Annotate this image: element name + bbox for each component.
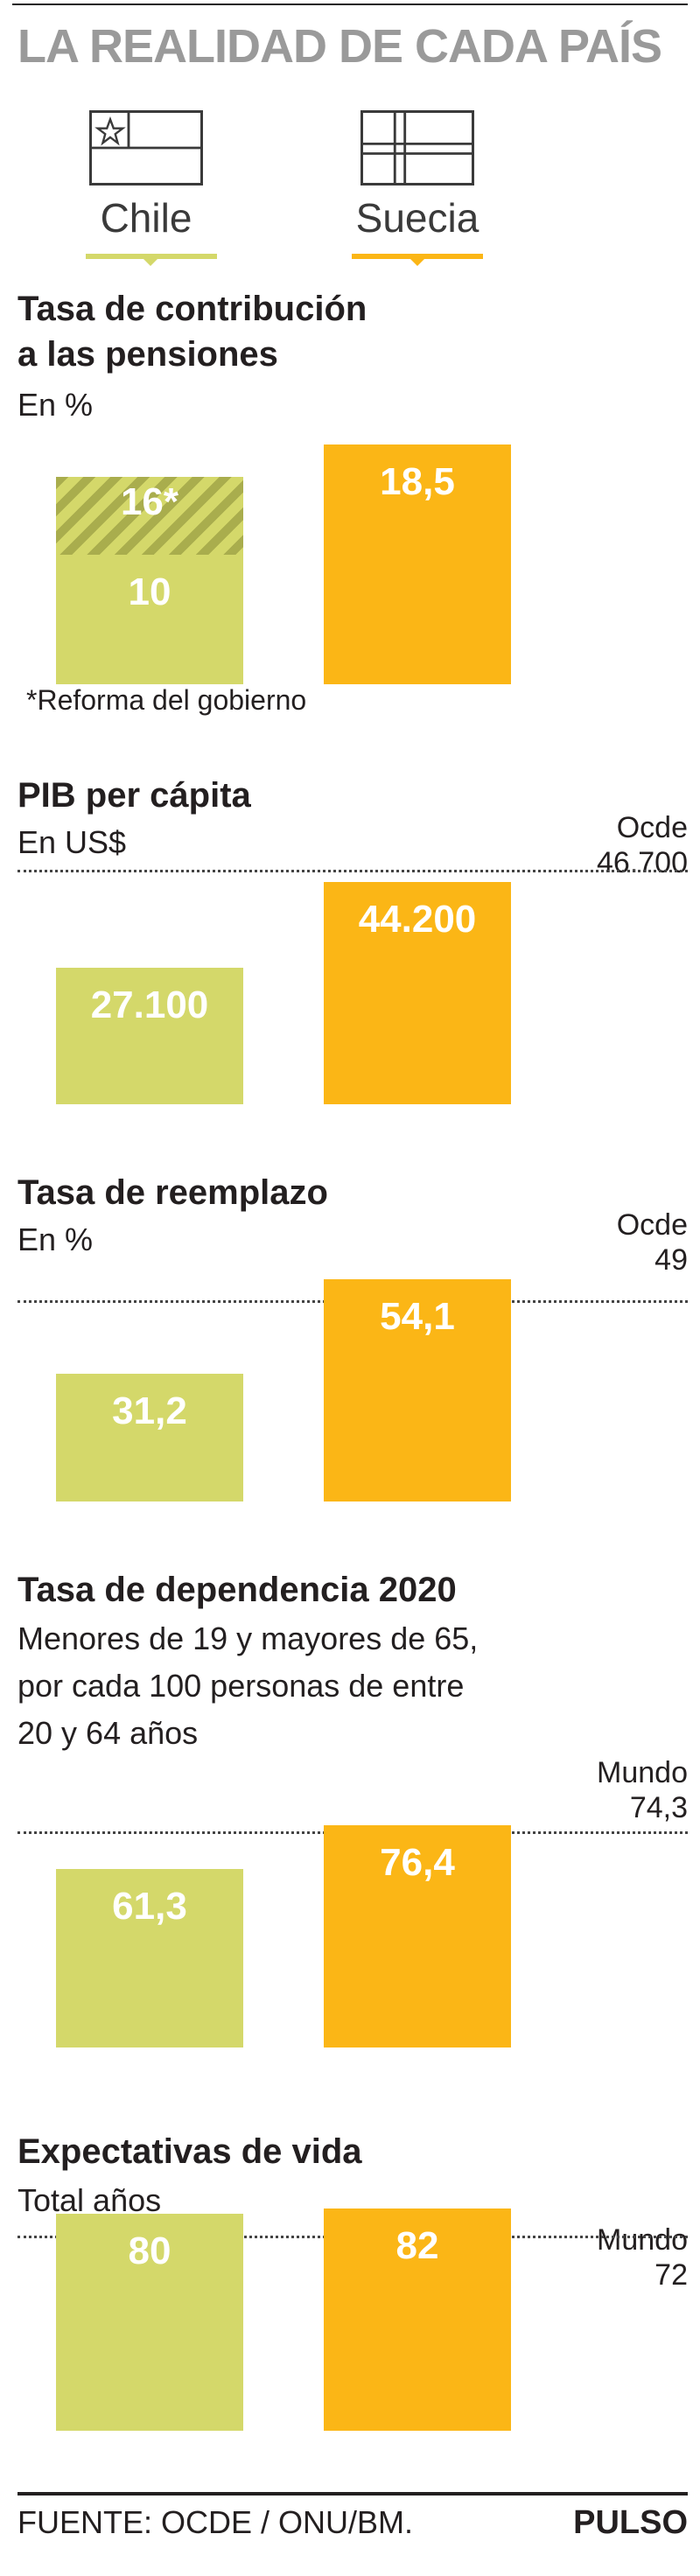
chart1-title-line2: a las pensiones — [18, 335, 278, 374]
chart1-bar-chile: 10 — [56, 554, 243, 684]
chart2-reference-line — [18, 869, 688, 872]
chile-flag-icon — [89, 110, 203, 186]
chart4-title: Tasa de dependencia 2020 — [18, 1571, 457, 1609]
bottom-rule — [18, 2492, 688, 2496]
page-title: LA REALIDAD DE CADA PAÍS — [18, 20, 662, 73]
country-label-suecia: Suecia — [355, 195, 480, 241]
chart4-reference-value: 74,3 — [629, 1791, 688, 1824]
chart4-subtitle-line1: Menores de 19 y mayores de 65, — [18, 1620, 479, 1656]
chart2-value-label-suecia: 44.200 — [358, 898, 477, 941]
chart3-title: Tasa de reemplazo — [18, 1173, 328, 1212]
country-label-chile: Chile — [100, 195, 192, 241]
chart3-reference-name: Ocde — [616, 1208, 688, 1242]
chart2-subtitle: En US$ — [18, 824, 127, 860]
source-note: FUENTE: OCDE / ONU/BM. — [18, 2504, 414, 2540]
brand-logo: PULSO — [573, 2504, 688, 2541]
chart1-bar-reform-segment: 16* — [56, 477, 243, 555]
chart1-value-label-chile: 10 — [128, 570, 172, 613]
chart2-title: PIB per cápita — [18, 776, 251, 815]
chart1-footnote: *Reforma del gobierno — [26, 684, 307, 716]
chart1-subtitle: En % — [18, 387, 94, 423]
chart3-bar-suecia: 54,1 — [324, 1279, 511, 1502]
chart2-reference-name: Ocde — [616, 811, 688, 844]
chart3-reference-value: 49 — [654, 1243, 688, 1277]
chart3-bar-chile: 31,2 — [56, 1373, 243, 1502]
chart3-value-label-suecia: 54,1 — [380, 1295, 455, 1338]
chart5-bar-chile: 80 — [56, 2214, 243, 2431]
chart5-reference-value: 72 — [654, 2258, 688, 2292]
sweden-flag-icon — [360, 110, 474, 186]
chart2-bar-suecia: 44.200 — [324, 882, 511, 1104]
chart5-value-label-chile: 80 — [128, 2230, 172, 2273]
chart1-value-label-suecia: 18,5 — [380, 460, 455, 503]
chart4-value-label-suecia: 76,4 — [380, 1841, 455, 1884]
chart3-value-label-chile: 31,2 — [112, 1389, 187, 1432]
chart1-bar-suecia: 18,5 — [324, 444, 511, 684]
chart4-bar-chile: 61,3 — [56, 1869, 243, 2048]
chart2-value-label-chile: 27.100 — [90, 984, 209, 1027]
suecia-pointer — [405, 254, 430, 266]
chart3-subtitle: En % — [18, 1222, 94, 1257]
chart4-reference-name: Mundo — [597, 1756, 688, 1789]
chart4-value-label-chile: 61,3 — [112, 1885, 187, 1928]
chart1-title-line1: Tasa de contribución — [18, 290, 368, 328]
chart5-reference-name: Mundo — [597, 2223, 688, 2257]
chart5-title: Expectativas de vida — [18, 2132, 362, 2171]
chart5-value-label-suecia: 82 — [396, 2224, 439, 2267]
chart2-bar-chile: 27.100 — [56, 968, 243, 1104]
top-rule — [12, 4, 688, 5]
chart1-reform-value-label: 16* — [120, 480, 179, 524]
chart4-subtitle-line2: por cada 100 personas de entre — [18, 1668, 465, 1704]
chart4-subtitle-line3: 20 y 64 años — [18, 1715, 199, 1751]
chart5-subtitle: Total años — [18, 2182, 162, 2218]
chart5-bar-suecia: 82 — [324, 2208, 511, 2431]
chile-pointer — [138, 254, 163, 266]
chart2-reference-value: 46.700 — [597, 846, 688, 879]
chart4-bar-suecia: 76,4 — [324, 1825, 511, 2048]
